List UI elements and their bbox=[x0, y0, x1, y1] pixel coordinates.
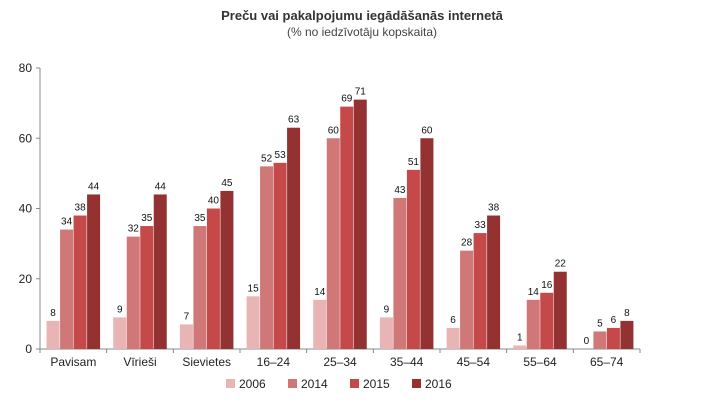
data-label: 6 bbox=[450, 315, 456, 326]
bar-2016 bbox=[153, 194, 167, 349]
bar-2015 bbox=[140, 226, 154, 349]
data-label: 44 bbox=[88, 181, 100, 192]
data-label: 33 bbox=[475, 220, 487, 231]
data-label: 53 bbox=[275, 150, 287, 161]
data-label: 9 bbox=[384, 304, 390, 315]
data-label: 63 bbox=[288, 115, 300, 126]
bar-2006 bbox=[113, 317, 127, 349]
bar-2014 bbox=[260, 166, 274, 349]
data-label: 14 bbox=[528, 287, 540, 298]
bar-2006 bbox=[313, 299, 327, 349]
legend-swatch-2015 bbox=[350, 379, 359, 388]
category-label: 55–64 bbox=[523, 355, 557, 369]
legend-label-2015: 2015 bbox=[363, 377, 390, 391]
bar-2015 bbox=[206, 208, 220, 349]
bar-2016 bbox=[353, 99, 367, 349]
chart-title: Preču vai pakalpojumu iegādāšanās intern… bbox=[221, 8, 503, 23]
legend-swatch-2014 bbox=[288, 379, 297, 388]
data-label: 45 bbox=[221, 178, 233, 189]
y-tick-label: 20 bbox=[19, 272, 33, 286]
data-label: 28 bbox=[461, 238, 473, 249]
bar-2015 bbox=[340, 106, 354, 349]
data-label: 52 bbox=[261, 153, 273, 164]
data-label: 22 bbox=[555, 259, 567, 270]
bar-2014 bbox=[460, 250, 474, 349]
category-label: Pavisam bbox=[50, 355, 96, 369]
chart-subtitle: (% no iedzīvotāju kopskaita) bbox=[286, 25, 438, 39]
bar-2006 bbox=[46, 320, 60, 349]
data-label: 8 bbox=[50, 308, 56, 319]
bar-2006 bbox=[513, 345, 527, 349]
bar-2015 bbox=[606, 327, 620, 349]
y-tick-label: 80 bbox=[19, 61, 33, 75]
data-label: 60 bbox=[421, 125, 433, 136]
bar-2006 bbox=[246, 296, 260, 349]
data-label: 44 bbox=[155, 181, 167, 192]
bar-2016 bbox=[487, 215, 501, 349]
y-tick-label: 0 bbox=[25, 342, 32, 356]
data-label: 35 bbox=[141, 213, 153, 224]
bar-2015 bbox=[406, 169, 420, 349]
data-label: 14 bbox=[314, 287, 326, 298]
data-label: 60 bbox=[328, 125, 340, 136]
category-label: 65–74 bbox=[590, 355, 624, 369]
bar-2014 bbox=[326, 138, 340, 349]
data-label: 40 bbox=[208, 196, 220, 207]
data-label: 9 bbox=[117, 304, 123, 315]
data-label: 34 bbox=[61, 217, 73, 228]
data-label: 32 bbox=[128, 224, 140, 235]
bar-2016 bbox=[220, 190, 234, 349]
bar-2016 bbox=[287, 127, 301, 350]
bar-2014 bbox=[393, 197, 407, 349]
bar-2014 bbox=[126, 236, 140, 349]
data-label: 69 bbox=[341, 94, 353, 105]
data-label: 71 bbox=[355, 87, 367, 98]
bar-2014 bbox=[526, 299, 540, 349]
data-label: 1 bbox=[517, 332, 523, 343]
data-label: 38 bbox=[488, 203, 500, 214]
category-label: Vīrieši bbox=[123, 355, 156, 369]
data-label: 43 bbox=[394, 185, 406, 196]
data-label: 51 bbox=[408, 157, 420, 168]
category-label: 45–54 bbox=[457, 355, 491, 369]
bar-2015 bbox=[540, 292, 554, 349]
bar-2015 bbox=[73, 215, 87, 349]
data-label: 6 bbox=[611, 315, 617, 326]
legend-swatch-2006 bbox=[226, 379, 235, 388]
bar-2016 bbox=[620, 320, 634, 349]
category-label: Sievietes bbox=[182, 355, 231, 369]
category-label: 16–24 bbox=[257, 355, 291, 369]
legend-label-2016: 2016 bbox=[425, 377, 452, 391]
data-label: 15 bbox=[248, 283, 260, 294]
bar-2006 bbox=[179, 324, 193, 349]
data-label: 8 bbox=[624, 308, 630, 319]
y-tick-label: 40 bbox=[19, 202, 33, 216]
bar-2014 bbox=[593, 331, 607, 349]
bar-2014 bbox=[193, 226, 207, 349]
legend-label-2014: 2014 bbox=[301, 377, 328, 391]
legend-swatch-2016 bbox=[412, 379, 421, 388]
bar-2016 bbox=[87, 194, 101, 349]
bar-2015 bbox=[273, 162, 287, 349]
data-label: 7 bbox=[184, 311, 190, 322]
bar-2006 bbox=[379, 317, 393, 349]
bar-2014 bbox=[60, 229, 74, 349]
bar-2016 bbox=[420, 138, 434, 349]
data-label: 0 bbox=[584, 336, 590, 347]
data-label: 5 bbox=[597, 318, 603, 329]
y-tick-label: 60 bbox=[19, 131, 33, 145]
data-label: 38 bbox=[75, 203, 87, 214]
category-label: 35–44 bbox=[390, 355, 424, 369]
category-label: 25–34 bbox=[323, 355, 357, 369]
data-label: 16 bbox=[541, 280, 553, 291]
bar-2015 bbox=[473, 233, 487, 349]
legend-label-2006: 2006 bbox=[239, 377, 266, 391]
bar-2016 bbox=[553, 271, 567, 349]
bar-2006 bbox=[446, 327, 460, 349]
data-label: 35 bbox=[194, 213, 206, 224]
